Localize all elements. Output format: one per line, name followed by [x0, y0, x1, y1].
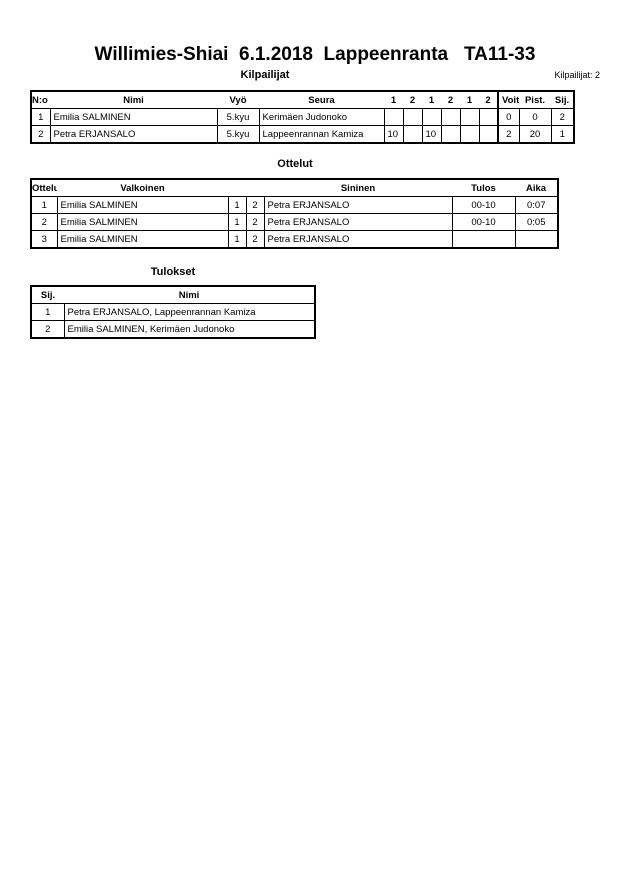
- table-cell: 0:07: [514, 196, 559, 214]
- table-cell: [478, 108, 499, 126]
- table-cell: 3: [30, 230, 58, 249]
- table-cell: Kerimäen Judonoko: [258, 108, 385, 126]
- page-title: Willimies-Shiai 6.1.2018 Lappeenranta TA…: [94, 44, 536, 65]
- table-cell: 20: [518, 125, 552, 144]
- col-header: Voit.: [497, 91, 519, 109]
- col-header: Tulos: [452, 179, 515, 197]
- table-cell: [459, 125, 480, 144]
- competitor-count: Kilpailijat: 2: [554, 70, 600, 80]
- table-cell: Petra ERJANSALO: [263, 230, 453, 249]
- table-cell: [402, 108, 423, 126]
- col-header: Seura: [259, 91, 384, 109]
- table-cell: 1: [227, 196, 247, 214]
- col-header: Sininen: [264, 179, 452, 197]
- table-cell: 1: [30, 108, 51, 126]
- col-header: Valkoinen: [57, 179, 228, 197]
- table-cell: [402, 125, 423, 144]
- table-row: 1 Emilia SALMINEN 5.kyu Kerimäen Judonoko 0 0…: [30, 108, 575, 126]
- table-cell: 00-10: [451, 196, 516, 214]
- table-cell: 2: [497, 125, 520, 144]
- table-cell: 2: [245, 213, 265, 231]
- col-header: 2: [479, 91, 498, 109]
- table-cell: 2: [245, 196, 265, 214]
- table-cell: Petra ERJANSALO, Lappeenrannan Kamiza: [63, 303, 316, 321]
- col-header: Sij.: [551, 91, 574, 109]
- table-cell: [421, 108, 442, 126]
- table-cell: 5.kyu: [216, 125, 260, 144]
- table-cell: Petra ERJANSALO: [263, 213, 453, 231]
- table-cell: 1: [227, 213, 247, 231]
- table-cell: Emilia SALMINEN: [56, 196, 229, 214]
- table-cell: 5.kyu: [216, 108, 260, 126]
- table-cell: Petra ERJANSALO: [263, 196, 453, 214]
- table-row: 2 Petra ERJANSALO 5.kyu Lappeenrannan Kamiz…: [30, 125, 575, 144]
- table-cell: 00-10: [451, 213, 516, 231]
- col-header: 1: [460, 91, 479, 109]
- table-row: 2 Emilia SALMINEN, Kerimäen Judonoko: [30, 320, 316, 339]
- table-cell: 0: [518, 108, 552, 126]
- table-cell: 2: [30, 213, 58, 231]
- table-cell: 2: [30, 320, 65, 339]
- table-cell: 2: [550, 108, 575, 126]
- table-cell: [451, 230, 516, 249]
- table-cell: [383, 108, 404, 126]
- table-row: 2 Emilia SALMINEN 1 2 Petra ERJANSALO 00-10 0:…: [30, 213, 559, 231]
- table-cell: Emilia SALMINEN: [56, 213, 229, 231]
- table-cell: Emilia SALMINEN: [49, 108, 218, 126]
- table-cell: 2: [30, 125, 51, 144]
- table-cell: [478, 125, 499, 144]
- table-row: 3 Emilia SALMINEN 1 2 Petra ERJANSALO: [30, 230, 559, 249]
- col-header: 1: [384, 91, 403, 109]
- table-cell: Lappeenrannan Kamiza: [258, 125, 385, 144]
- col-header: 2: [441, 91, 460, 109]
- col-header: Nimi: [64, 286, 315, 304]
- col-header: 2: [403, 91, 422, 109]
- table-cell: 1: [227, 230, 247, 249]
- table-cell: 0: [497, 108, 520, 126]
- table-cell: 0:05: [514, 213, 559, 231]
- table-cell: 10: [421, 125, 442, 144]
- table-row: 1 Petra ERJANSALO, Lappeenrannan Kamiza: [30, 303, 316, 321]
- table-cell: 2: [245, 230, 265, 249]
- table-cell: 1: [30, 196, 58, 214]
- col-header: Vyö: [217, 91, 259, 109]
- table-cell: 1: [30, 303, 65, 321]
- table-cell: [514, 230, 559, 249]
- competitors-table: N:oNimiVyöSeura121212Voit.Pist.Sij.1Emil…: [30, 90, 575, 144]
- col-header: Sij.: [31, 286, 64, 304]
- col-header: 1: [422, 91, 441, 109]
- col-header: Nimi: [50, 91, 217, 109]
- table-cell: Petra ERJANSALO: [49, 125, 218, 144]
- table-row: 1 Emilia SALMINEN 1 2 Petra ERJANSALO 00-10 0:…: [30, 196, 559, 214]
- competitors-heading: Kilpailijat: [240, 69, 290, 81]
- col-header: Aika: [515, 179, 558, 197]
- col-header: Ottelu: [31, 179, 57, 197]
- matches-heading: Ottelut: [277, 158, 313, 170]
- table-cell: 1: [550, 125, 575, 144]
- col-header: N:o: [31, 91, 50, 109]
- table-cell: [440, 125, 461, 144]
- table-cell: Emilia SALMINEN: [56, 230, 229, 249]
- col-header: Pist.: [519, 91, 551, 109]
- table-cell: 10: [383, 125, 404, 144]
- table-cell: Emilia SALMINEN, Kerimäen Judonoko: [63, 320, 316, 339]
- table-cell: [459, 108, 480, 126]
- table-cell: [440, 108, 461, 126]
- results-heading: Tulokset: [150, 266, 196, 278]
- results-table: Sij. Nimi 1 Petra ERJANSALO, Lappeenrannan…: [30, 285, 316, 339]
- matches-table: Ottelu Valkoinen Sininen Tulos Aika 1 Emi…: [30, 178, 559, 249]
